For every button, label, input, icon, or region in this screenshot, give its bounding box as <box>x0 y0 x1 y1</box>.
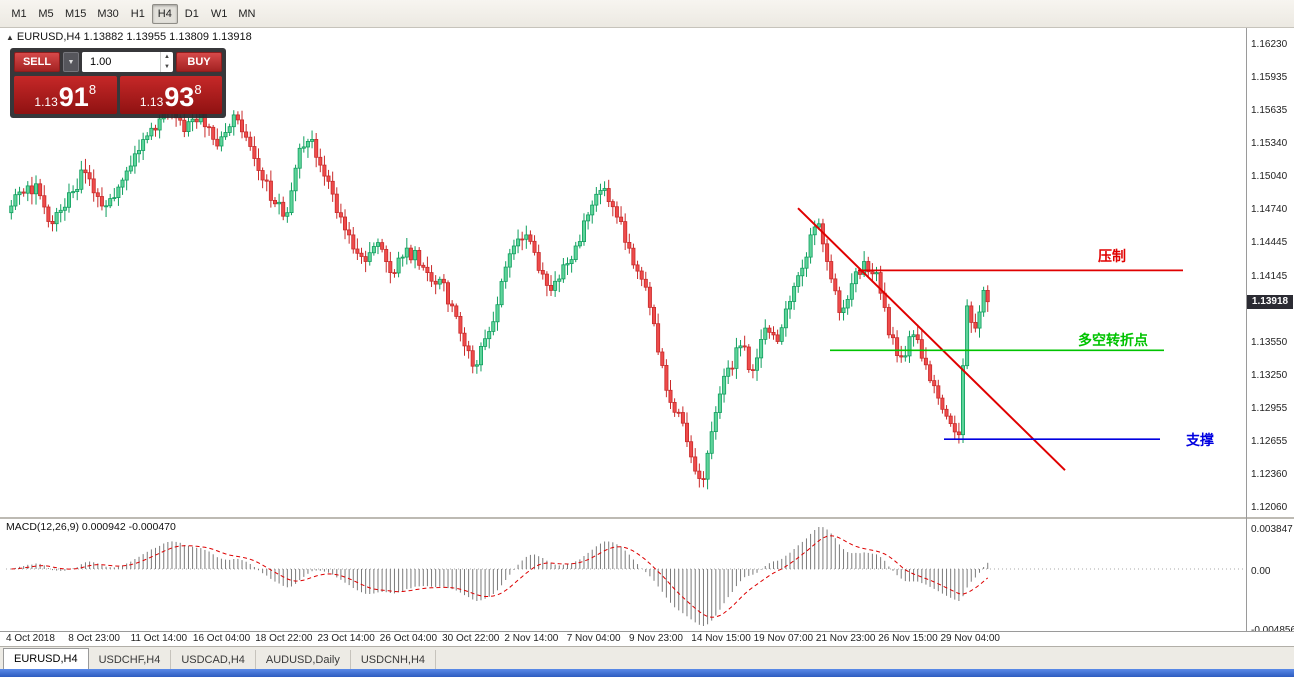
buy-price-big: 93 <box>164 82 195 113</box>
time-axis-label: 8 Oct 23:00 <box>68 633 120 644</box>
one-click-panel-toggle-icon[interactable]: ▲ <box>6 33 14 42</box>
time-axis-label: 11 Oct 14:00 <box>130 633 188 644</box>
time-axis-label: 21 Nov 23:00 <box>815 633 876 644</box>
time-axis-label: 18 Oct 22:00 <box>255 633 313 644</box>
current-price-tag: 1.13918 <box>1247 294 1293 309</box>
price-axis-border <box>1246 28 1247 631</box>
volume-dropdown-icon[interactable]: ▼ <box>63 52 79 72</box>
price-axis-label: 1.12360 <box>1251 468 1288 480</box>
macd-axis-label: 0.00 <box>1251 566 1271 577</box>
price-axis-label: 1.15935 <box>1251 71 1288 83</box>
price-axis-label: 1.14445 <box>1251 237 1288 249</box>
ohlc-header-text: EURUSD,H4 1.13882 1.13955 1.13809 1.1391… <box>16 31 252 43</box>
sell-button[interactable]: SELL <box>14 52 60 72</box>
time-axis[interactable]: 4 Oct 2018 8 Oct 23:00 11 Oct 14:00 16 Oct … <box>0 631 1294 646</box>
time-axis-label: 23 Oct 14:00 <box>317 633 375 644</box>
time-axis-label: 30 Oct 22:00 <box>442 633 500 644</box>
volume-input[interactable] <box>82 52 160 72</box>
volume-field-wrapper: ▲ ▼ <box>82 52 173 72</box>
annotation-label-pivot: 多空转折点 <box>1078 332 1148 348</box>
annotation-label-support: 支撑 <box>1186 432 1214 448</box>
price-axis-label: 1.14145 <box>1251 270 1288 282</box>
ohlc-header: ▲ EURUSD,H4 1.13882 1.13955 1.13809 1.139… <box>6 31 252 43</box>
time-axis-label: 2 Nov 14:00 <box>504 633 559 644</box>
timeframe-button-m30[interactable]: M30 <box>97 7 119 20</box>
chart-tab-usdcnh[interactable]: USDCNH,H4 <box>351 650 437 669</box>
timeframe-button-mn[interactable]: MN <box>238 7 256 20</box>
price-chart-canvas[interactable] <box>0 28 1294 519</box>
trendline-line[interactable] <box>797 207 1066 471</box>
chart-window: ▲ EURUSD,H4 1.13882 1.13955 1.13809 1.139… <box>0 28 1294 646</box>
chart-tab-eurusd[interactable]: EURUSD,H4 <box>3 648 89 669</box>
time-axis-label: 4 Oct 2018 <box>6 633 55 644</box>
sell-price-prefix: 1.13 <box>34 94 58 109</box>
timeframe-toolbar: M1 M5 M15 M30 H1 H4 D1 W1 MN <box>0 0 1294 28</box>
chart-tab-audusd[interactable]: AUDUSD,Daily <box>256 650 351 669</box>
price-axis-label: 1.12060 <box>1251 502 1288 513</box>
buy-price-display: 1.13 93 8 <box>119 76 222 114</box>
macd-axis-label: 0.003847 <box>1251 524 1293 535</box>
timeframe-button-m1[interactable]: M1 <box>11 7 27 20</box>
time-axis-label: 9 Nov 23:00 <box>629 633 683 644</box>
timeframe-button-m15[interactable]: M15 <box>65 7 87 20</box>
sell-price-sup: 8 <box>88 82 97 97</box>
time-axis-label: 26 Oct 04:00 <box>379 633 438 644</box>
macd-indicator-canvas[interactable] <box>0 519 1294 631</box>
buy-price-prefix: 1.13 <box>139 94 164 109</box>
price-axis-label: 1.12955 <box>1251 402 1288 414</box>
price-axis-label: 1.15040 <box>1251 171 1288 183</box>
price-axis-label: 1.15635 <box>1251 105 1288 117</box>
timeframe-button-w1[interactable]: W1 <box>210 7 228 20</box>
price-axis-label: 1.12655 <box>1251 435 1288 447</box>
timeframe-button-h4[interactable]: H4 <box>151 3 178 24</box>
taskbar-strip <box>0 669 1294 677</box>
one-click-trade-panel: SELL ▼ ▲ ▼ BUY 1.13 91 8 1.1 <box>10 48 226 118</box>
time-axis-label: 29 Nov 04:00 <box>940 633 1001 644</box>
timeframe-button-d1[interactable]: D1 <box>184 7 199 20</box>
volume-step-up-icon[interactable]: ▲ <box>164 54 170 60</box>
time-axis-label: 16 Oct 04:00 <box>192 633 251 644</box>
price-axis-label: 1.15340 <box>1251 137 1288 149</box>
sell-price-big: 91 <box>58 82 89 113</box>
window-separator[interactable] <box>0 517 1294 519</box>
buy-price-sup: 8 <box>194 82 202 97</box>
timeframe-button-m5[interactable]: M5 <box>38 7 54 20</box>
price-axis-label: 1.13550 <box>1251 336 1288 348</box>
time-axis-label: 26 Nov 15:00 <box>878 633 938 644</box>
timeframe-button-h1[interactable]: H1 <box>130 7 145 20</box>
time-axis-label: 14 Nov 15:00 <box>691 633 751 644</box>
chart-tab-usdchf[interactable]: USDCHF,H4 <box>89 650 172 669</box>
volume-stepper: ▲ ▼ <box>160 52 173 72</box>
time-axis-label: 19 Nov 07:00 <box>753 633 814 644</box>
price-axis-label: 1.14740 <box>1251 204 1288 216</box>
chart-tab-bar: EURUSD,H4 USDCHF,H4 USDCAD,H4 AUDUSD,Daily U… <box>0 646 1294 669</box>
price-axis-label: 1.16230 <box>1251 39 1288 50</box>
price-axis[interactable]: 1.16230 1.15935 1.15635 1.15340 1.15040 1.147… <box>1247 28 1294 631</box>
macd-axis-label: -0.004856 <box>1251 625 1294 636</box>
sell-price-display: 1.13 91 8 <box>14 76 117 114</box>
volume-step-down-icon[interactable]: ▼ <box>164 64 170 70</box>
buy-button[interactable]: BUY <box>176 52 222 72</box>
macd-header: MACD(12,26,9) 0.000942 -0.000470 <box>6 521 176 533</box>
price-axis-label: 1.13250 <box>1251 369 1288 381</box>
annotation-label-resistance: 压制 <box>1098 248 1126 264</box>
time-axis-label: 7 Nov 04:00 <box>566 633 621 644</box>
chart-tab-usdcad[interactable]: USDCAD,H4 <box>171 650 256 669</box>
